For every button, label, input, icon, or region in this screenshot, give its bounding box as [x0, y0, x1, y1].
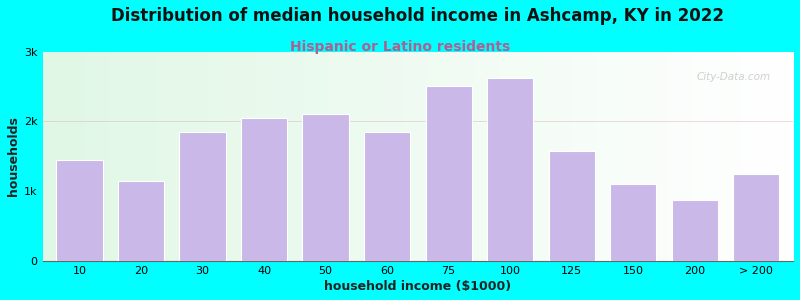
Bar [179, 132, 226, 261]
Bar [671, 200, 718, 261]
X-axis label: household income ($1000): household income ($1000) [324, 280, 511, 293]
Y-axis label: households: households [7, 116, 20, 196]
Text: City-Data.com: City-Data.com [697, 73, 770, 82]
Bar [364, 132, 410, 261]
Title: Distribution of median household income in Ashcamp, KY in 2022: Distribution of median household income … [111, 7, 724, 25]
Bar [118, 181, 164, 261]
Text: Hispanic or Latino residents: Hispanic or Latino residents [290, 40, 510, 53]
Bar [426, 86, 472, 261]
Bar [241, 118, 287, 261]
Bar [57, 160, 102, 261]
Bar [610, 184, 656, 261]
Bar [549, 151, 594, 261]
Bar [733, 174, 779, 261]
Bar [487, 78, 533, 261]
Bar [302, 114, 349, 261]
